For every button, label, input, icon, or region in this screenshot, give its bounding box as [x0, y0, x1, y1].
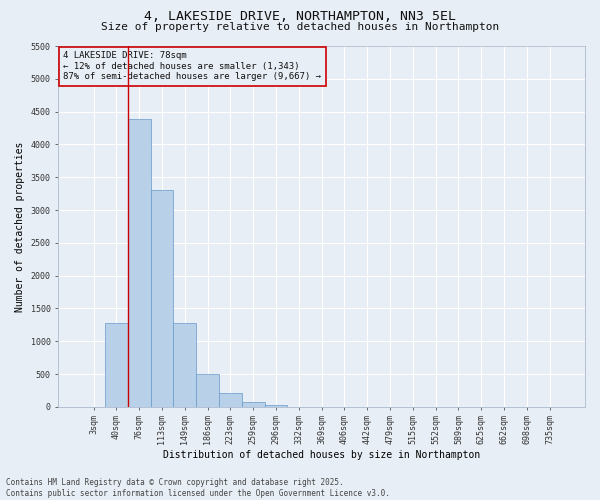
Bar [151, 190, 173, 407]
X-axis label: Distribution of detached houses by size in Northampton: Distribution of detached houses by size … [163, 450, 480, 460]
Y-axis label: Number of detached properties: Number of detached properties [15, 141, 25, 312]
Bar [242, 402, 265, 407]
Text: 4, LAKESIDE DRIVE, NORTHAMPTON, NN3 5EL: 4, LAKESIDE DRIVE, NORTHAMPTON, NN3 5EL [144, 10, 456, 23]
Bar [196, 374, 219, 407]
Text: Size of property relative to detached houses in Northampton: Size of property relative to detached ho… [101, 22, 499, 32]
Bar [105, 324, 128, 407]
Bar [128, 120, 151, 407]
Text: 4 LAKESIDE DRIVE: 78sqm
← 12% of detached houses are smaller (1,343)
87% of semi: 4 LAKESIDE DRIVE: 78sqm ← 12% of detache… [64, 52, 322, 81]
Text: Contains HM Land Registry data © Crown copyright and database right 2025.
Contai: Contains HM Land Registry data © Crown c… [6, 478, 390, 498]
Bar [173, 323, 196, 407]
Bar [219, 392, 242, 407]
Bar [265, 404, 287, 407]
